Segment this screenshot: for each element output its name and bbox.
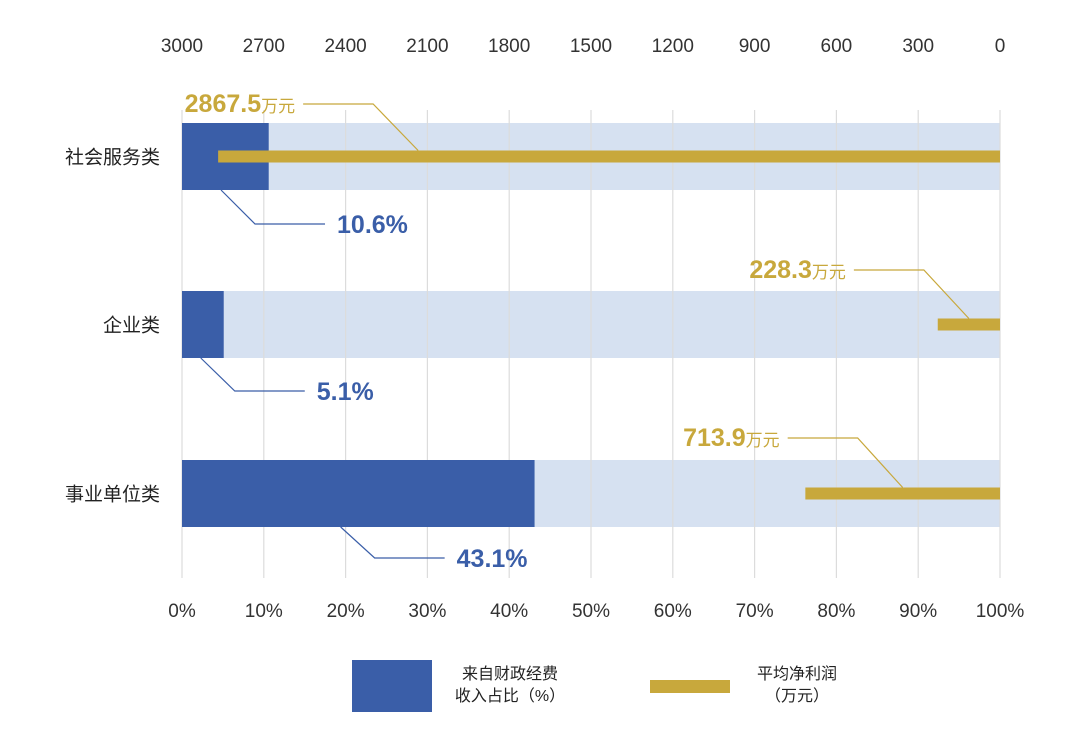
bottom-axis-tick-label: 40% <box>490 601 528 622</box>
legend-swatch-net-profit <box>650 680 730 693</box>
bottom-axis-tick-label: 50% <box>572 601 610 622</box>
fiscal-share-leader-line <box>220 189 326 225</box>
top-axis-tick-label: 600 <box>821 36 853 57</box>
category-label: 社会服务类 <box>65 147 160 169</box>
fiscal-share-bar <box>182 291 224 358</box>
net-profit-line <box>937 318 1000 331</box>
top-axis-tick-label: 300 <box>902 36 934 57</box>
net-profit-leader-line <box>787 437 904 488</box>
category-label: 事业单位类 <box>65 484 160 506</box>
top-axis-tick-label: 900 <box>739 36 771 57</box>
bottom-axis-tick-label: 0% <box>168 601 196 622</box>
top-axis-tick-label: 2400 <box>324 36 366 57</box>
bottom-axis-tick-label: 70% <box>736 601 774 622</box>
legend-label-net-profit: （万元） <box>765 687 829 705</box>
bottom-axis-tick-label: 20% <box>327 601 365 622</box>
top-axis-tick-label: 1200 <box>652 36 694 57</box>
net-profit-value-label: 2867.5万元 <box>185 90 295 118</box>
top-axis-tick-label: 2100 <box>406 36 448 57</box>
legend-label-fiscal-share: 收入占比（%） <box>455 687 565 705</box>
top-axis-tick-label: 3000 <box>161 36 203 57</box>
bottom-axis-tick-label: 100% <box>976 601 1025 622</box>
net-profit-line <box>805 487 1000 500</box>
legend-swatch-fiscal-share <box>352 660 432 712</box>
fiscal-share-leader-line <box>340 526 445 559</box>
net-profit-leader-line <box>303 103 419 151</box>
fiscal-share-bar <box>182 460 535 527</box>
top-axis-tick-label: 0 <box>995 36 1006 57</box>
legend-label-net-profit: 平均净利润 <box>757 665 837 683</box>
fiscal-share-leader-line <box>200 357 305 392</box>
legend-label-fiscal-share: 来自财政经费 <box>462 665 558 683</box>
net-profit-value-label: 228.3万元 <box>749 256 846 284</box>
bottom-axis-tick-label: 10% <box>245 601 283 622</box>
net-profit-leader-line <box>853 269 970 319</box>
bottom-axis-tick-label: 80% <box>817 601 855 622</box>
bottom-axis-tick-label: 30% <box>408 601 446 622</box>
net-profit-line <box>218 150 1001 163</box>
net-profit-value-label: 713.9万元 <box>683 424 780 452</box>
bottom-axis-tick-label: 90% <box>899 601 937 622</box>
top-axis-tick-label: 2700 <box>243 36 285 57</box>
bottom-axis-tick-label: 60% <box>654 601 692 622</box>
fiscal-share-value-label: 43.1% <box>457 545 528 573</box>
top-axis-tick-label: 1800 <box>488 36 530 57</box>
fiscal-share-value-label: 10.6% <box>337 211 408 239</box>
top-axis-tick-label: 1500 <box>570 36 612 57</box>
category-label: 企业类 <box>103 315 160 337</box>
fiscal-share-value-label: 5.1% <box>317 378 374 406</box>
